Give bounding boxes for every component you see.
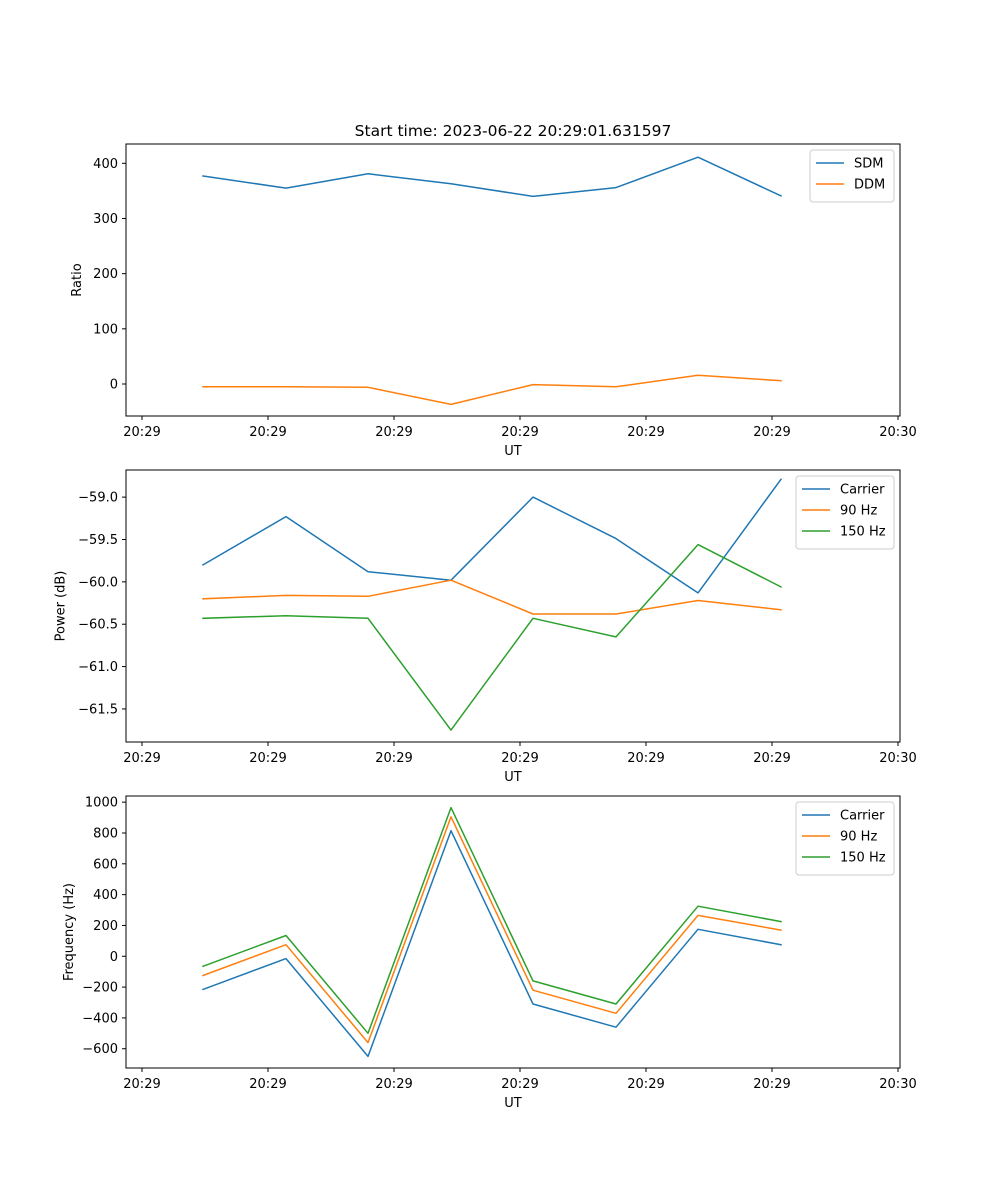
legend-label: Carrier <box>840 483 885 498</box>
x-tick-label: 20:29 <box>627 751 664 766</box>
y-tick-label: −200 <box>82 981 118 996</box>
y-tick-label: 300 <box>93 212 118 227</box>
legend-label: 150 Hz <box>840 525 886 540</box>
series-line-150-hz <box>202 806 782 1035</box>
x-tick-label: 20:29 <box>375 1077 412 1092</box>
y-tick-label: −59.0 <box>78 491 118 506</box>
x-tick-label: 20:29 <box>123 751 160 766</box>
y-tick-label: 600 <box>93 857 118 872</box>
power-subplot: 20:29 20:29 20:29 20:29 20:29 20:29 20:30 UT −61… <box>54 469 917 785</box>
y-tick-label: 400 <box>93 888 118 903</box>
legend: Carrier 90 Hz 150 Hz <box>795 475 895 550</box>
x-tick-label: 20:29 <box>501 751 538 766</box>
legend-label: SDM <box>854 157 883 172</box>
series-line-90-hz <box>202 816 782 1044</box>
legend-label: 90 Hz <box>840 830 877 845</box>
series-line-ddm <box>202 374 782 406</box>
y-tick-label: 200 <box>93 919 118 934</box>
y-tick-label: 400 <box>93 157 118 172</box>
y-tick-label: −59.5 <box>78 533 118 548</box>
x-tick-label: 20:29 <box>375 751 412 766</box>
legend-label: 150 Hz <box>840 851 886 866</box>
legend-label: Carrier <box>840 809 885 824</box>
y-tick-label: 1000 <box>85 796 118 811</box>
x-tick-label: 20:29 <box>249 1077 286 1092</box>
y-tick-label: −600 <box>82 1042 118 1057</box>
frequency-subplot: 20:29 20:29 20:29 20:29 20:29 20:29 20:30 UT −60… <box>62 795 917 1111</box>
y-tick-label: 100 <box>93 322 118 337</box>
x-axis-label: UT <box>504 1096 522 1111</box>
y-tick-label: 200 <box>93 267 118 282</box>
x-tick-label: 20:30 <box>879 1077 916 1092</box>
y-tick-label: −60.5 <box>78 618 118 633</box>
series-line-sdm <box>202 156 782 198</box>
x-axis-label: UT <box>504 770 522 785</box>
y-tick-label: 800 <box>93 826 118 841</box>
x-tick-label: 20:30 <box>879 425 916 440</box>
x-tick-label: 20:29 <box>627 1077 664 1092</box>
y-tick-label: 0 <box>110 950 118 965</box>
x-axis-label: UT <box>504 444 522 459</box>
figure-title: Start time: 2023-06-22 20:29:01.631597 <box>355 122 672 140</box>
series-line-carrier <box>202 829 782 1058</box>
x-tick-label: 20:29 <box>123 1077 160 1092</box>
y-axis-label: Frequency (Hz) <box>62 883 77 981</box>
legend-label: DDM <box>854 178 885 193</box>
y-tick-label: −60.0 <box>78 575 118 590</box>
series-line-carrier <box>201 478 783 594</box>
ratio-subplot: 20:29 20:29 20:29 20:29 20:29 20:29 20:30 UT 0 10… <box>70 143 917 459</box>
x-tick-label: 20:29 <box>375 425 412 440</box>
legend: SDM DDM <box>809 149 895 203</box>
axes-frame <box>125 143 901 417</box>
axes-frame <box>125 469 901 743</box>
legend: Carrier 90 Hz 150 Hz <box>795 801 895 876</box>
y-tick-label: −61.5 <box>78 702 118 717</box>
series-line-150-hz <box>202 543 783 731</box>
x-tick-label: 20:29 <box>753 751 790 766</box>
y-tick-label: −61.0 <box>78 660 118 675</box>
x-tick-label: 20:29 <box>249 425 286 440</box>
axes-frame <box>125 795 901 1069</box>
x-tick-label: 20:29 <box>501 425 538 440</box>
y-axis-label: Ratio <box>70 263 85 296</box>
y-axis-label: Power (dB) <box>54 571 69 642</box>
x-tick-label: 20:29 <box>249 751 286 766</box>
y-tick-label: 0 <box>110 378 118 393</box>
x-tick-label: 20:29 <box>753 1077 790 1092</box>
series-line-90-hz <box>202 579 782 615</box>
x-tick-label: 20:29 <box>501 1077 538 1092</box>
legend-label: 90 Hz <box>840 504 877 519</box>
y-tick-label: −400 <box>82 1011 118 1026</box>
x-tick-label: 20:29 <box>627 425 664 440</box>
x-tick-label: 20:29 <box>123 425 160 440</box>
x-tick-label: 20:29 <box>753 425 790 440</box>
x-tick-label: 20:30 <box>879 751 916 766</box>
